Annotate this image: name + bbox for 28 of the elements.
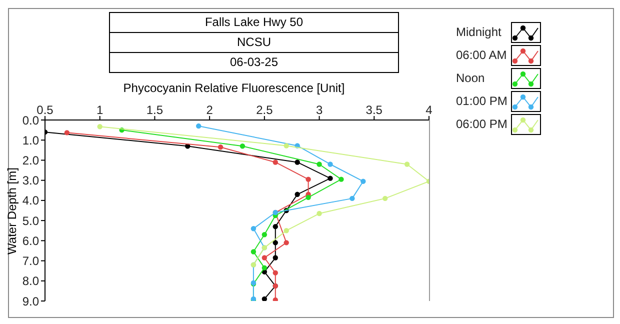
y-tick-label: 4.0: [22, 194, 40, 208]
legend-label: 01:00 PM: [456, 94, 508, 108]
y-tick-label: 5.0: [22, 214, 40, 228]
x-tick-label: 0.5: [36, 103, 54, 117]
x-tick-label: 1.5: [146, 103, 164, 117]
y-tick-label: 1.0: [22, 133, 40, 148]
x-tick-label: 3: [316, 103, 323, 117]
x-axis-title: Phycocyanin Relative Fluorescence [Unit]: [122, 81, 346, 95]
legend-label: Midnight: [456, 25, 502, 39]
x-tick-label: 3.5: [366, 103, 383, 117]
chart-subtitle: NCSU: [109, 33, 399, 53]
x-tick-label: 1: [96, 103, 104, 117]
y-tick-label: 9.0: [22, 294, 40, 308]
x-tick-label: 2: [206, 103, 214, 117]
legend-label: 06:00 PM: [456, 117, 508, 131]
y-tick-label: 3.0: [22, 174, 40, 188]
y-tick-label: 8.0: [22, 274, 40, 288]
legend-label: 06:00 AM: [456, 48, 508, 62]
chart-title: Falls Lake Hwy 50: [109, 12, 399, 33]
y-tick-label: 2.0: [22, 153, 40, 168]
text: 06-03-25: [109, 53, 399, 73]
y-tick-label: 6.0: [22, 234, 40, 248]
x-tick-label: 4: [426, 103, 433, 117]
y-tick-label: 0.0: [22, 113, 40, 128]
x-tick-label: 2.5: [256, 103, 274, 117]
y-axis-title: Water Depth [m]: [5, 166, 19, 256]
legend-label: Noon: [456, 71, 486, 85]
y-tick-label: 7.0: [22, 254, 40, 268]
